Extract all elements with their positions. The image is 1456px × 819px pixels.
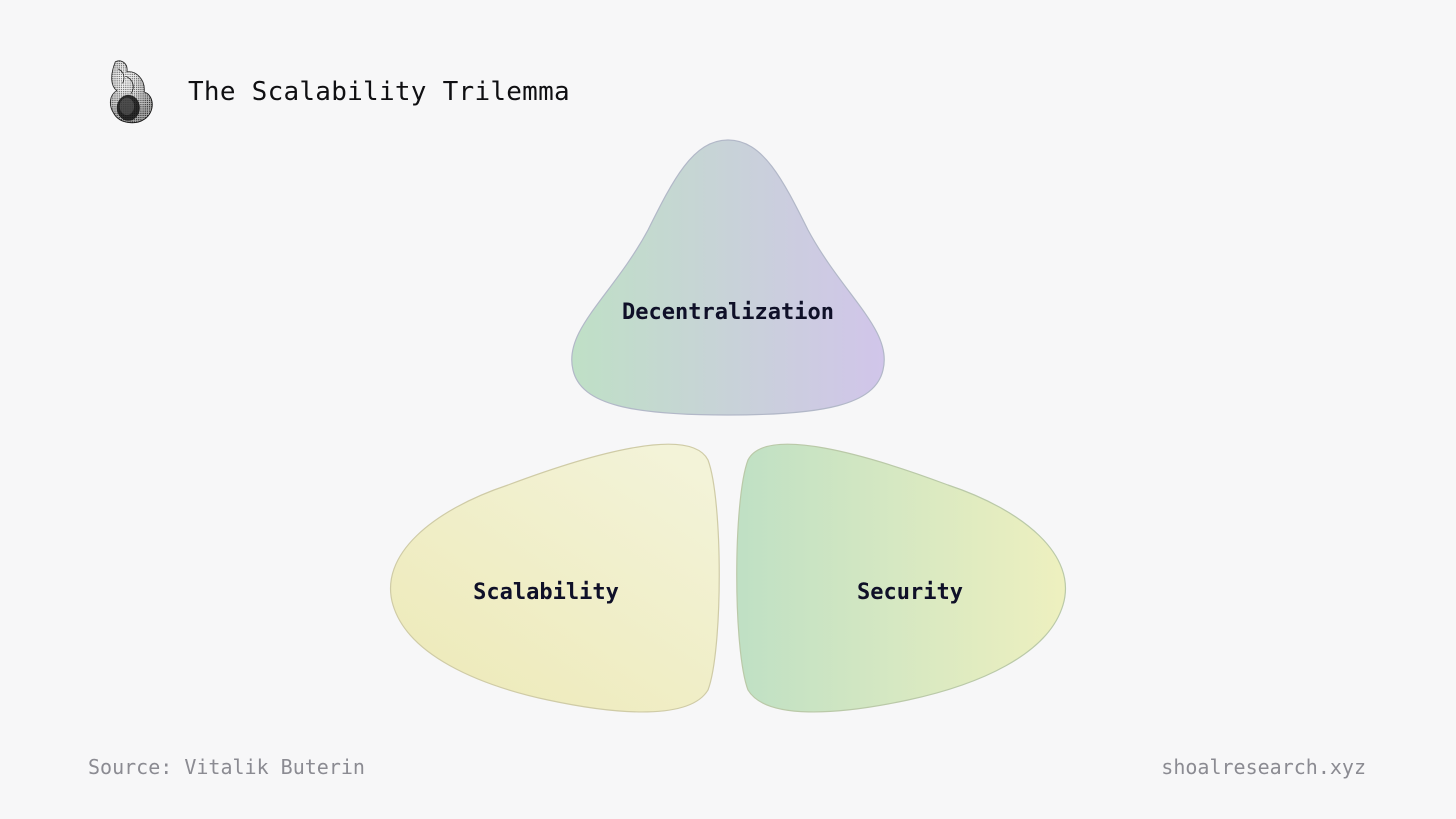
blob-shape	[572, 140, 885, 415]
node-label-decentralization: Decentralization	[622, 300, 834, 325]
node-label-scalability: Scalability	[473, 580, 619, 605]
source-prefix: Source:	[88, 755, 184, 779]
source-name: Vitalik Buterin	[184, 755, 365, 779]
node-decentralization: Decentralization	[553, 130, 903, 420]
site-url: shoalresearch.xyz	[1161, 755, 1366, 779]
page-title: The Scalability Trilemma	[188, 77, 570, 107]
node-label-security: Security	[857, 580, 963, 605]
blob-shape	[391, 444, 720, 712]
node-security: Security	[728, 430, 1078, 720]
source-attribution: Source: Vitalik Buterin	[88, 755, 365, 779]
node-scalability: Scalability	[378, 430, 728, 720]
blob-shape	[737, 444, 1066, 712]
trilemma-diagram: Decentralization Scalability S	[368, 130, 1088, 730]
header: The Scalability Trilemma	[88, 56, 570, 128]
shell-icon	[88, 56, 160, 128]
